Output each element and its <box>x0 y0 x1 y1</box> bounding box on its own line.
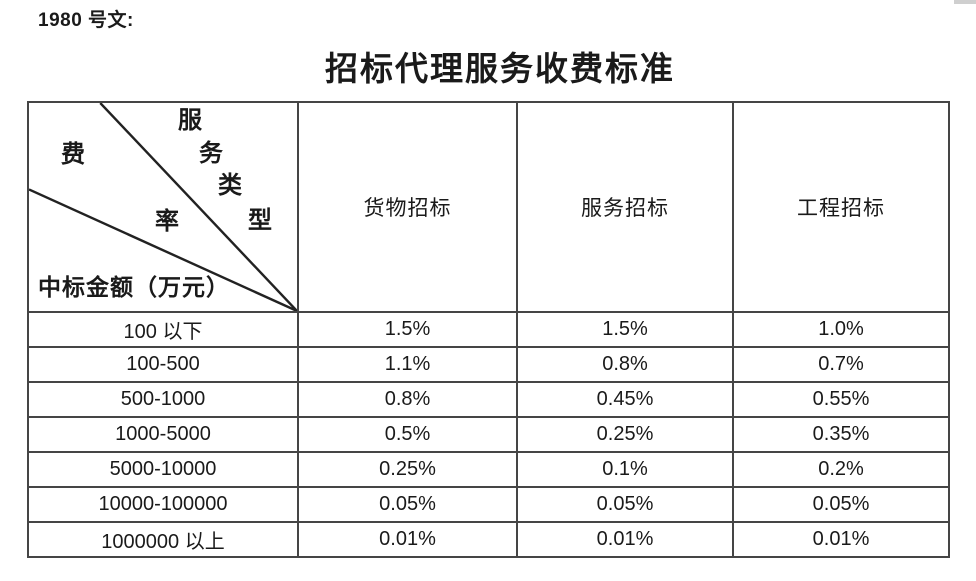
services-rate: 0.8% <box>516 346 734 383</box>
amount-range: 5000-10000 <box>27 451 299 488</box>
table-row: 500-1000 0.8% 0.45% 0.55% <box>27 381 950 418</box>
works-rate: 0.7% <box>732 346 950 383</box>
amount-range: 1000000 以上 <box>27 521 299 558</box>
service-type-char-3: 类 <box>218 173 242 199</box>
services-rate: 0.01% <box>516 521 734 558</box>
works-rate: 1.0% <box>732 311 950 348</box>
works-rate: 0.2% <box>732 451 950 488</box>
amount-range: 1000-5000 <box>27 416 299 453</box>
table-row: 100 以下 1.5% 1.5% 1.0% <box>27 311 950 348</box>
service-type-char-1: 服 <box>178 108 202 134</box>
doc-reference-number: 1980 号文: <box>38 10 134 31</box>
amount-axis-label: 中标金额（万元） <box>38 275 230 300</box>
works-rate: 0.05% <box>732 486 950 523</box>
diagonal-split-header-cell: 服 务 类 型 费 率 中标金额（万元） <box>27 101 299 313</box>
table-row: 100-500 1.1% 0.8% 0.7% <box>27 346 950 383</box>
table-row: 5000-10000 0.25% 0.1% 0.2% <box>27 451 950 488</box>
services-rate: 1.5% <box>516 311 734 348</box>
services-rate: 0.45% <box>516 381 734 418</box>
services-rate: 0.1% <box>516 451 734 488</box>
works-rate: 0.35% <box>732 416 950 453</box>
column-header-services: 服务招标 <box>516 101 734 313</box>
table-row: 1000000 以上 0.01% 0.01% 0.01% <box>27 521 950 558</box>
diagonal-line-upper <box>99 104 296 310</box>
goods-rate: 0.8% <box>297 381 518 418</box>
table-row: 10000-100000 0.05% 0.05% 0.05% <box>27 486 950 523</box>
goods-rate: 1.5% <box>297 311 518 348</box>
column-header-goods: 货物招标 <box>297 101 518 313</box>
goods-rate: 1.1% <box>297 346 518 383</box>
table-header-row: 服 务 类 型 费 率 中标金额（万元） 货物招标 服务招标 工程招标 <box>27 101 950 313</box>
diagonal-divider-lines <box>30 104 296 310</box>
amount-range: 100 以下 <box>27 311 299 348</box>
works-rate: 0.55% <box>732 381 950 418</box>
page-title: 招标代理服务收费标准 <box>325 52 675 88</box>
goods-rate: 0.05% <box>297 486 518 523</box>
services-rate: 0.25% <box>516 416 734 453</box>
amount-range: 500-1000 <box>27 381 299 418</box>
goods-rate: 0.5% <box>297 416 518 453</box>
services-rate: 0.05% <box>516 486 734 523</box>
fee-rate-char-2: 率 <box>155 209 179 235</box>
service-type-char-4: 型 <box>248 208 272 234</box>
column-header-works: 工程招标 <box>732 101 950 313</box>
page-edge-mark <box>954 0 976 4</box>
fee-rate-char-1: 费 <box>61 142 85 168</box>
amount-range: 10000-100000 <box>27 486 299 523</box>
diagonal-line-lower <box>30 188 296 310</box>
goods-rate: 0.01% <box>297 521 518 558</box>
service-type-char-2: 务 <box>199 141 223 167</box>
amount-range: 100-500 <box>27 346 299 383</box>
table-row: 1000-5000 0.5% 0.25% 0.35% <box>27 416 950 453</box>
goods-rate: 0.25% <box>297 451 518 488</box>
works-rate: 0.01% <box>732 521 950 558</box>
fee-standard-table: 服 务 类 型 费 率 中标金额（万元） 货物招标 服务招标 工程招标 100 … <box>27 101 950 558</box>
